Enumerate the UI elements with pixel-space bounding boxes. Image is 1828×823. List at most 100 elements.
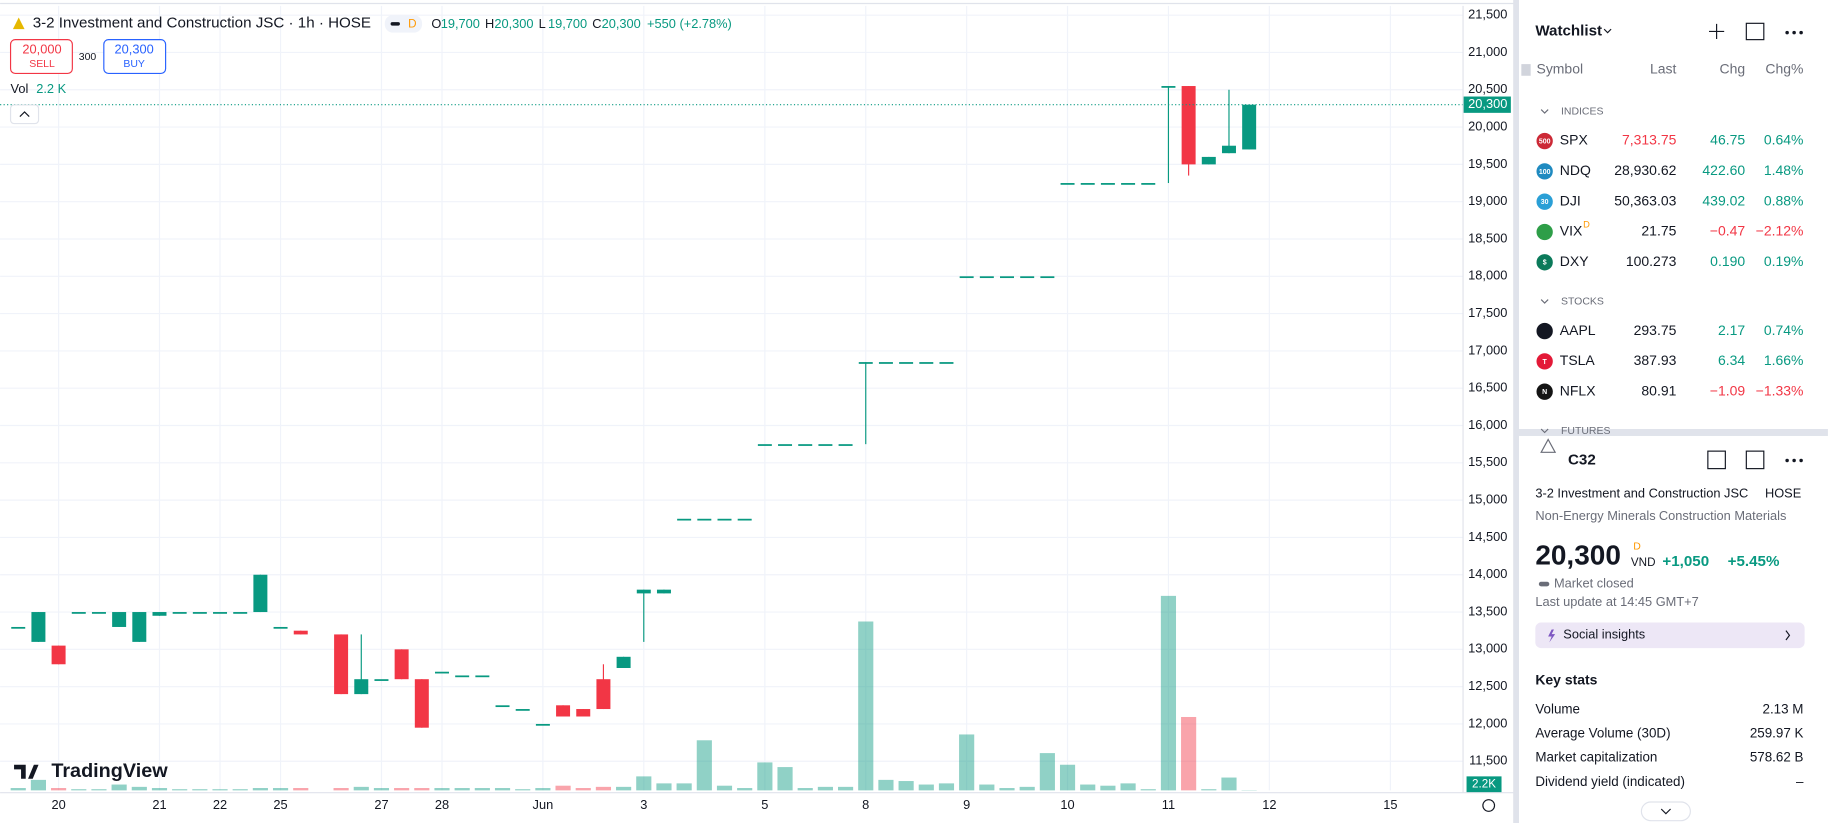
section-title[interactable]: STOCKS — [1561, 297, 1604, 308]
last[interactable]: 50,363.03 — [1614, 192, 1676, 208]
sell-button[interactable] — [9, 39, 73, 75]
symbol-icon-text[interactable]: T — [1543, 359, 1548, 366]
plot: 11,500 12,000 12,500 13,000 13,500 14,000 14,5… — [0, 5, 1511, 812]
symbol[interactable]: NFLX — [1560, 382, 1596, 398]
symbol-icon[interactable] — [1536, 254, 1553, 271]
change-pct[interactable]: 1.66% — [1764, 352, 1804, 368]
sell-price[interactable]: 20,000 — [22, 42, 61, 57]
y-tick-label: 20,000 — [1468, 118, 1507, 133]
column-header[interactable]: Last — [1650, 61, 1677, 77]
buy-button[interactable] — [103, 39, 167, 75]
change[interactable]: 2.17 — [1718, 322, 1745, 338]
more-icon[interactable] — [1785, 30, 1803, 35]
x-tick-label: 22 — [213, 797, 227, 812]
symbol-icon-text[interactable]: 100 — [1539, 169, 1551, 176]
column-header[interactable]: Chg — [1720, 61, 1746, 77]
symbol[interactable]: NDQ — [1560, 162, 1591, 178]
symbol-icon[interactable] — [1536, 353, 1553, 370]
section-title[interactable]: INDICES — [1561, 107, 1604, 118]
detail-industry[interactable]: Construction Materials — [1659, 508, 1786, 523]
layout-icon[interactable] — [1745, 22, 1765, 41]
change-pct[interactable]: 0.74% — [1764, 322, 1804, 338]
volume-bar — [414, 788, 430, 791]
settings-icon[interactable] — [1482, 799, 1496, 812]
symbol-icon[interactable] — [1536, 223, 1553, 241]
change[interactable]: 0.190 — [1710, 253, 1745, 269]
volume-bar — [91, 789, 107, 791]
watchlist-title[interactable]: Watchlist — [1535, 22, 1602, 39]
symbol-icon-text[interactable]: N — [1542, 389, 1547, 396]
volume-bar — [979, 784, 995, 791]
expand-icon[interactable] — [1660, 808, 1671, 815]
last[interactable]: 28,930.62 — [1614, 162, 1676, 178]
volume-bar — [192, 789, 208, 791]
column-header[interactable]: Symbol — [1536, 61, 1583, 77]
change[interactable]: 439.02 — [1702, 192, 1745, 208]
last[interactable]: 7,313.75 — [1622, 132, 1677, 148]
change-pct[interactable]: 0.64% — [1764, 132, 1804, 148]
y-tick-label: 12,000 — [1468, 715, 1507, 730]
social-insights[interactable]: Social insights — [1563, 627, 1645, 642]
detail-name[interactable]: 3-2 Investment and Construction JSC — [1535, 486, 1748, 501]
chevron[interactable] — [1785, 630, 1791, 641]
y-tick-label: 18,000 — [1468, 268, 1507, 283]
section-chevron[interactable] — [1540, 109, 1549, 114]
change-pct[interactable]: −2.12% — [1756, 223, 1804, 239]
more-icon[interactable] — [1785, 458, 1803, 463]
detail-sector[interactable]: Non-Energy Minerals — [1535, 508, 1655, 523]
last[interactable]: 21.75 — [1641, 223, 1676, 239]
symbol-icon[interactable] — [1536, 193, 1553, 210]
volume-bar — [474, 788, 490, 791]
symbol-icon-text[interactable]: 500 — [1539, 138, 1551, 145]
symbol-icon[interactable] — [1536, 383, 1553, 400]
symbol[interactable]: TSLA — [1560, 352, 1596, 368]
change[interactable]: 6.34 — [1718, 352, 1745, 368]
stat-label: Volume — [1535, 701, 1580, 716]
stat-value: 2.13 M — [1763, 701, 1804, 716]
collapse-icon[interactable] — [19, 111, 30, 117]
symbol[interactable]: VIX — [1560, 223, 1583, 239]
dropdown-icon[interactable] — [1603, 28, 1612, 34]
symbol-badge[interactable]: D — [1583, 219, 1590, 229]
watchlist: Symbol Last Chg Chg% INDICES 500 SPX 7,313.75 46… — [1521, 61, 1803, 437]
volume-bar — [676, 783, 692, 791]
edit-icon[interactable] — [1745, 450, 1765, 470]
last[interactable]: 100.273 — [1626, 253, 1677, 269]
candle-body — [878, 362, 893, 364]
bolt-icon[interactable] — [1548, 629, 1556, 643]
symbol[interactable]: AAPL — [1560, 322, 1596, 338]
buy-price[interactable]: 20,300 — [115, 42, 154, 57]
symbol[interactable]: SPX — [1560, 132, 1589, 148]
last[interactable]: 293.75 — [1634, 322, 1677, 338]
change[interactable]: 46.75 — [1710, 132, 1745, 148]
buy-label[interactable]: BUY — [123, 59, 145, 70]
change-pct[interactable]: 0.19% — [1764, 253, 1804, 269]
x-tick-label: 21 — [152, 797, 166, 812]
add-icon[interactable] — [1709, 23, 1725, 40]
symbol-icon-text[interactable]: $ — [1543, 260, 1547, 267]
last[interactable]: 387.93 — [1634, 352, 1677, 368]
column-header[interactable]: Chg% — [1765, 61, 1803, 77]
symbol-icon-text[interactable]: 30 — [1541, 199, 1549, 206]
change[interactable]: 422.60 — [1702, 162, 1745, 178]
change-pct[interactable]: 0.88% — [1764, 192, 1804, 208]
change[interactable]: −0.47 — [1710, 223, 1746, 239]
change-pct[interactable]: 1.48% — [1764, 162, 1804, 178]
collapse-button[interactable] — [9, 104, 40, 125]
section-title[interactable]: FUTURES — [1561, 426, 1611, 437]
social-insights-button[interactable] — [1535, 622, 1805, 649]
symbol-icon[interactable] — [1536, 132, 1553, 150]
expand-button[interactable] — [1640, 801, 1691, 822]
grid-icon[interactable] — [1707, 450, 1726, 470]
sell-label[interactable]: SELL — [29, 59, 55, 70]
symbol[interactable]: DJI — [1560, 192, 1581, 208]
candle-body — [1141, 183, 1156, 185]
change-pct[interactable]: −1.33% — [1756, 382, 1804, 398]
section-chevron[interactable] — [1540, 428, 1549, 434]
symbol[interactable]: DXY — [1560, 253, 1589, 269]
symbol-icon[interactable] — [1536, 322, 1553, 340]
symbol-icon[interactable] — [1536, 163, 1553, 180]
last[interactable]: 80.91 — [1641, 382, 1676, 398]
change[interactable]: −1.09 — [1710, 382, 1746, 398]
section-chevron[interactable] — [1540, 299, 1549, 304]
